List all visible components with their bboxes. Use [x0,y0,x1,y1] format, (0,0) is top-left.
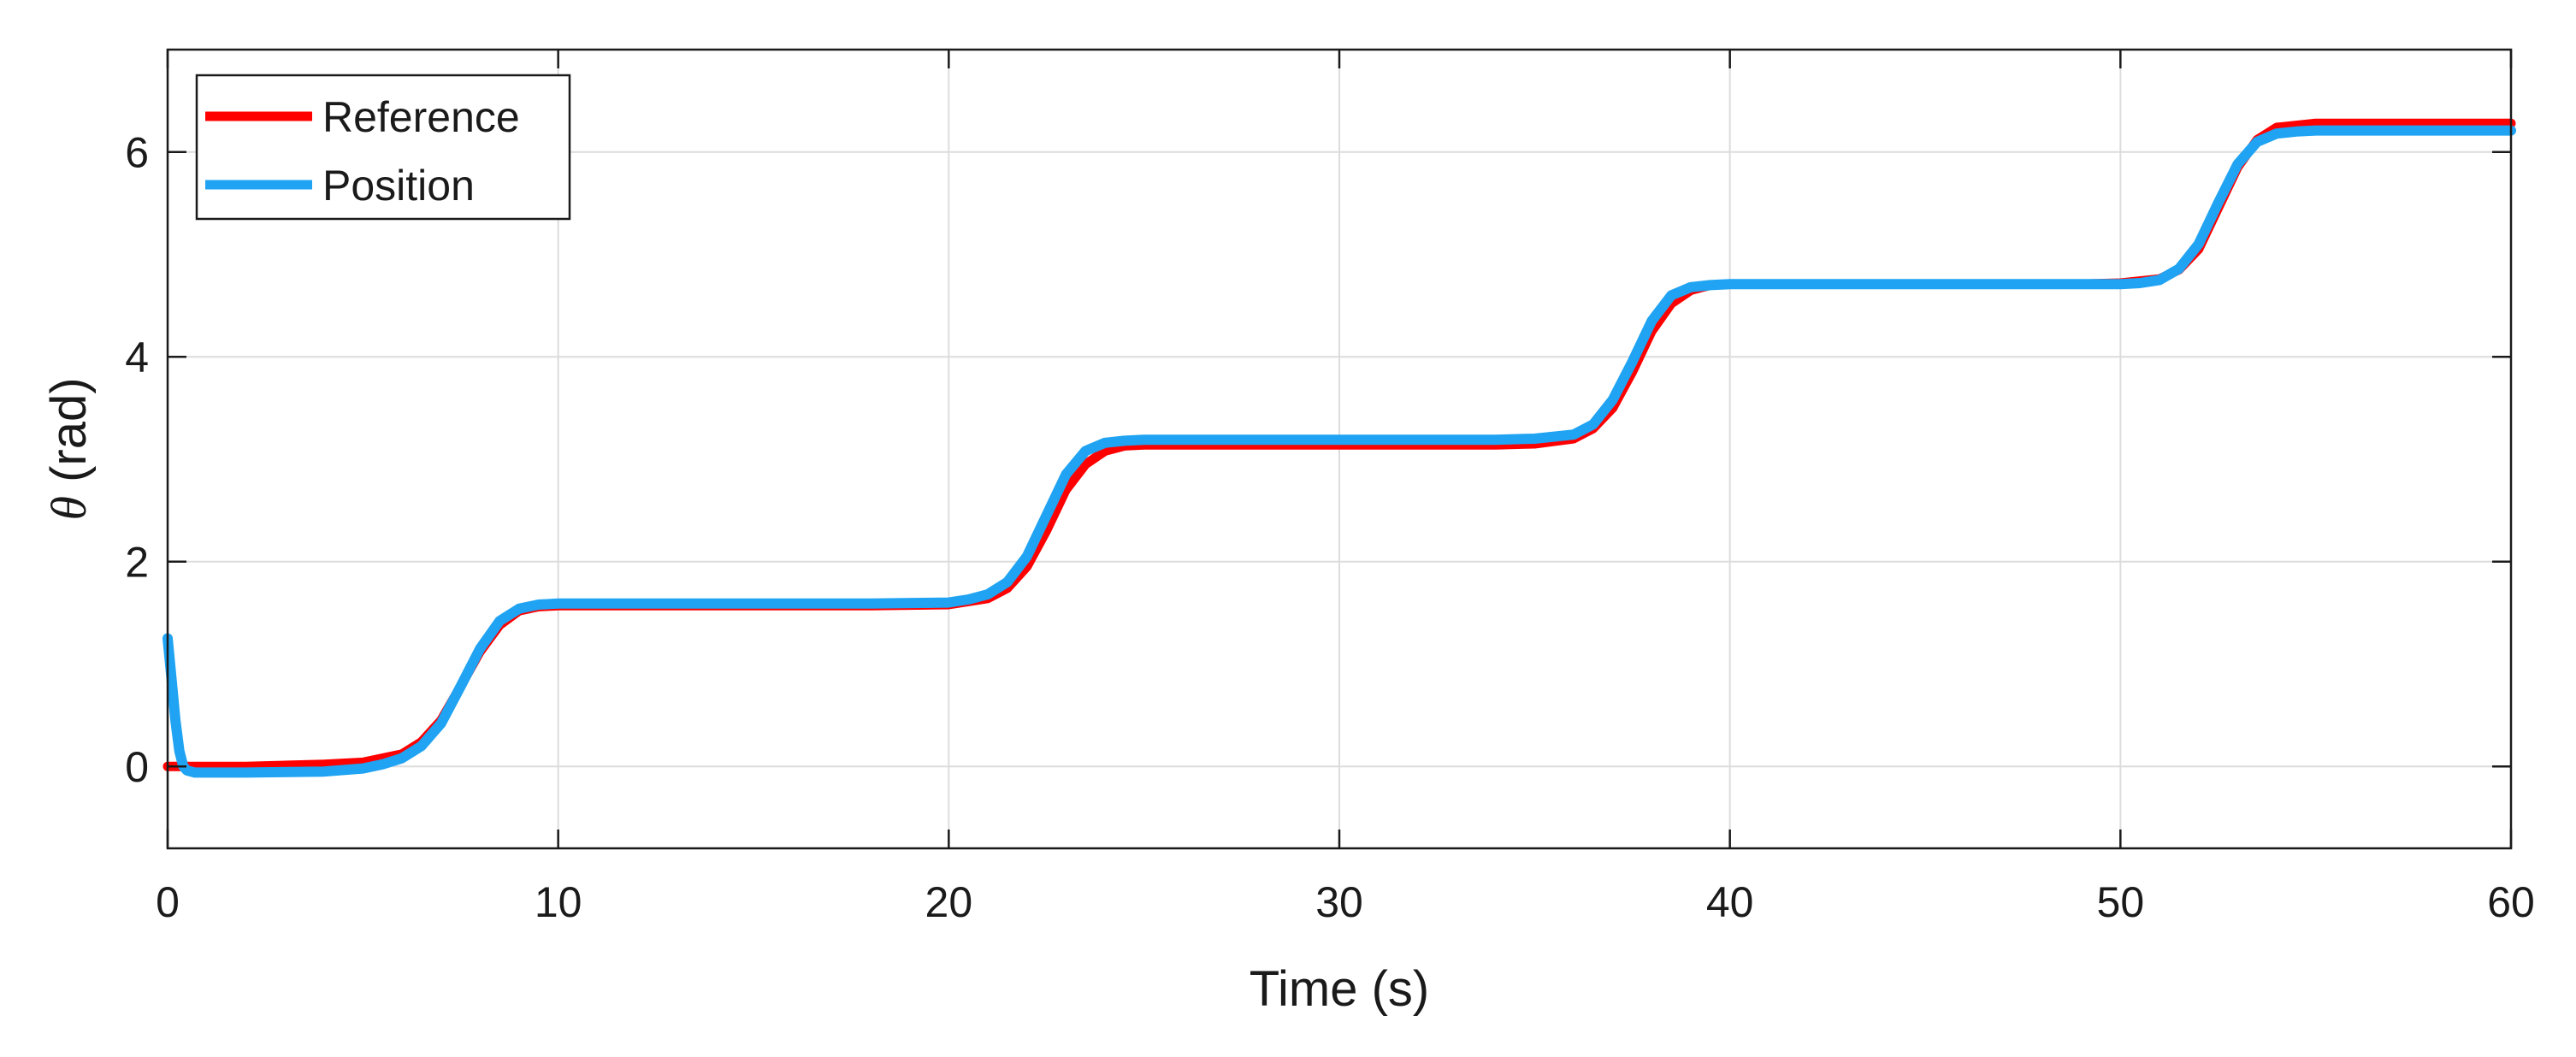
x-tick-label: 50 [2097,878,2145,926]
legend-box [195,74,571,221]
y-tick-label: 2 [125,539,149,587]
y-axis-label: θ (rad) [41,377,97,520]
x-tick-label: 20 [925,878,973,926]
y-axis-tick-labels: 0 2 4 6 [125,129,149,791]
legend-label-position: Position [322,162,475,210]
legend: Reference Position [195,74,571,221]
x-axis-label: Time (s) [1250,961,1429,1017]
x-tick-label: 30 [1315,878,1363,926]
y-axis-label-symbol: θ [41,496,97,521]
y-tick-label: 4 [125,334,149,381]
y-tick-label: 0 [125,743,149,791]
x-tick-label: 0 [156,878,180,926]
legend-label-reference: Reference [322,93,520,141]
y-tick-label: 6 [125,129,149,177]
x-tick-label: 60 [2487,878,2535,926]
plot-series [162,118,2516,778]
y-axis-label-unit: (rad) [41,377,97,496]
x-tick-label: 10 [535,878,582,926]
series-line-position [162,125,2516,778]
x-axis-tick-labels: 0 10 20 30 40 50 60 [156,878,2535,926]
x-tick-label: 40 [1706,878,1754,926]
axis-ticks [166,50,2513,848]
